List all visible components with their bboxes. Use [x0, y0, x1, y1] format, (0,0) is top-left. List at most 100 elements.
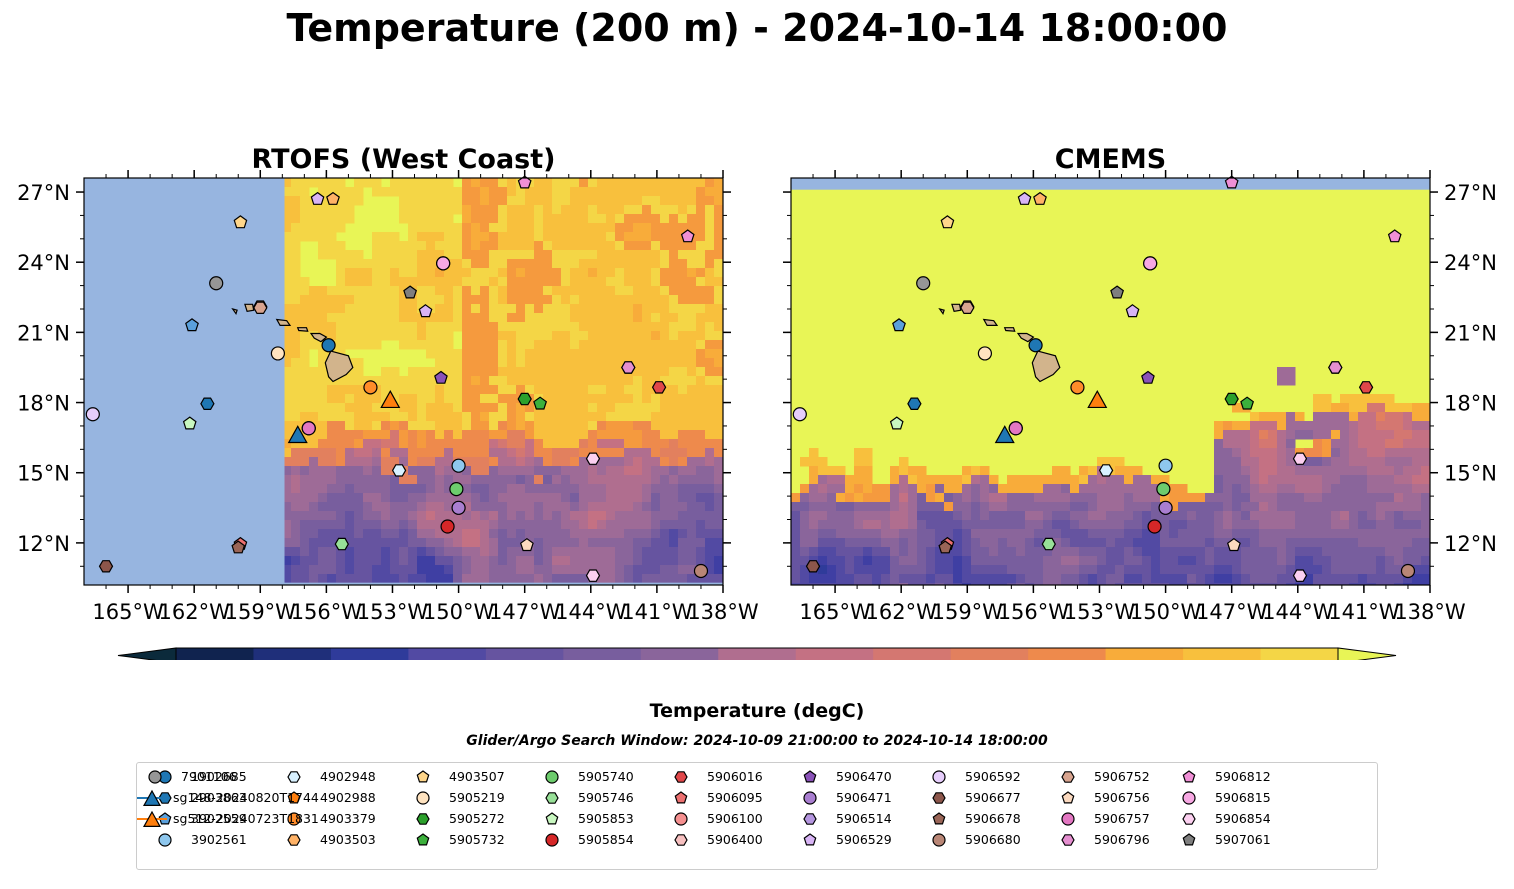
float-marker: [1240, 396, 1255, 410]
legend-marker: [932, 792, 946, 804]
float-marker: [391, 464, 407, 477]
legend-marker: [416, 770, 430, 783]
float-marker: [334, 537, 349, 551]
float-marker: [1328, 361, 1343, 374]
y-tick-label: 24°N: [17, 251, 70, 275]
hawaiian-islands: [938, 303, 1061, 383]
x-tick-label: 165°W: [799, 600, 871, 624]
legend-marker-icon: [416, 833, 430, 846]
y-tick-label: 27°N: [17, 181, 70, 205]
legend-marker: [545, 770, 559, 784]
x-tick-label: 159°W: [225, 600, 297, 624]
legend-item: 5906592: [921, 767, 1041, 787]
island-kauai: [244, 303, 255, 312]
legend-item: 4902988: [276, 788, 396, 808]
float-marker: [1028, 338, 1043, 353]
float-marker: [209, 276, 224, 291]
x-tick-label: 156°W: [291, 600, 363, 624]
panel-title: CMEMS: [1055, 144, 1166, 175]
legend-marker-icon: [416, 791, 430, 805]
colorbar-segment: [1183, 648, 1262, 660]
float-marker: [1224, 175, 1239, 189]
x-tick-label: 147°W: [489, 600, 561, 624]
y-tick-label: 15°N: [17, 462, 70, 486]
temperature-field: [84, 178, 723, 585]
float-marker: [517, 175, 532, 189]
colorbar-segment: [640, 648, 719, 660]
float-marker: [1087, 389, 1108, 409]
legend-label: 1902685: [191, 769, 247, 784]
legend-marker: [142, 810, 162, 827]
colorbar-segment: [408, 648, 487, 660]
legend-label: 5906016: [707, 769, 763, 784]
legend-item: 5906471: [792, 788, 912, 808]
legend-label: 4903503: [320, 832, 376, 847]
legend-marker-icon: [803, 770, 817, 783]
legend-marker-icon: [137, 810, 167, 827]
float-marker: [940, 215, 955, 229]
legend-label: 3902559: [191, 811, 247, 826]
legend-marker-icon: [545, 833, 559, 847]
float-marker: [1226, 537, 1241, 552]
legend-marker-icon: [1182, 813, 1196, 825]
legend-item: 5905746: [534, 788, 654, 808]
legend-marker: [416, 791, 430, 805]
y-tick-label: 21°N: [1444, 321, 1497, 345]
float-marker: [451, 500, 466, 515]
float-marker: [1158, 458, 1173, 473]
island-maui: [1016, 332, 1035, 343]
float-marker: [1033, 191, 1047, 205]
legend-label: 5905219: [449, 790, 505, 805]
colorbar-segment: [176, 648, 254, 660]
legend-label: 5906757: [1094, 811, 1150, 826]
x-tick-label: 138°W: [687, 600, 759, 624]
y-tick-label: 12°N: [1444, 532, 1497, 556]
float-marker: [680, 229, 695, 243]
legend-item: sg148-20240820T1744: [137, 788, 337, 808]
x-tick-label: 141°W: [1328, 600, 1400, 624]
float-marker: [1008, 421, 1023, 436]
float-marker: [418, 304, 433, 318]
legend-label: 5906752: [1094, 769, 1150, 784]
legend-item: 5905732: [405, 830, 525, 850]
legend-marker-icon: [287, 812, 301, 826]
legend-label: 4902948: [320, 769, 376, 784]
legend-marker: [287, 771, 301, 783]
float-marker: [451, 458, 466, 473]
legend-marker: [932, 812, 946, 825]
island-hawaii: [1031, 350, 1061, 383]
legend-item: sg512-20240723T1831: [137, 809, 337, 829]
legend-item: 5906016: [663, 767, 783, 787]
float-marker: [449, 481, 464, 497]
y-tick-label: 12°N: [17, 532, 70, 556]
legend-label: 5906514: [836, 811, 892, 826]
legend-item: 4903507: [405, 767, 525, 787]
y-tick-label: 18°N: [1444, 392, 1497, 416]
legend-marker-icon: [1061, 771, 1075, 783]
float-marker: [651, 381, 667, 394]
float-marker: [585, 569, 601, 582]
x-tick-label: 147°W: [1196, 600, 1268, 624]
x-tick-label: 153°W: [1064, 600, 1136, 624]
legend-label: 5906812: [1215, 769, 1271, 784]
legend-item: 5905219: [405, 788, 525, 808]
legend-marker: [674, 771, 688, 783]
cmems-panel: CMEMS 165°W162°W159°W156°W153°W150°W147°W…: [783, 144, 1497, 624]
legend-marker: [545, 792, 559, 804]
legend-item: 5906400: [663, 830, 783, 850]
legend-item: 5905740: [534, 767, 654, 787]
float-markers: [792, 175, 1416, 582]
legend-item: 5906757: [1050, 809, 1170, 829]
colorbar-label: Temperature (degC): [649, 700, 865, 722]
legend-marker: [142, 789, 162, 806]
legend-item: 5907061: [1171, 830, 1291, 850]
y-tick-label: 15°N: [1444, 462, 1497, 486]
float-marker: [233, 215, 248, 229]
legend-marker: [932, 833, 946, 847]
legend-item: 5906095: [663, 788, 783, 808]
colorbar-segment: [1028, 648, 1107, 660]
legend-marker-icon: [287, 771, 301, 783]
float-marker: [977, 346, 993, 361]
legend-label: 4902988: [320, 790, 376, 805]
float-marker: [1292, 452, 1308, 465]
